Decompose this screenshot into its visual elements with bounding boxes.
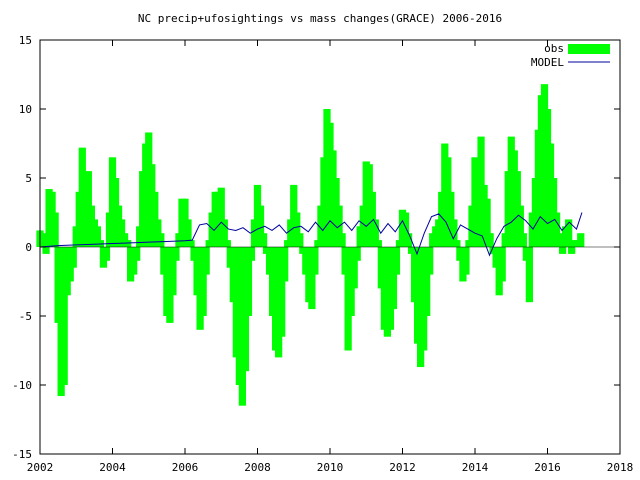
obs-bar [389, 247, 398, 310]
x-tick-label: 2018 [607, 461, 634, 474]
x-tick-label: 2010 [317, 461, 344, 474]
obs-bar [552, 212, 561, 247]
obs-bar [338, 233, 346, 247]
obs-bar [223, 240, 231, 247]
x-tick-label: 2006 [172, 461, 199, 474]
obs-bar [450, 219, 458, 247]
obs-bar [577, 233, 585, 247]
obs-bar [217, 187, 225, 247]
obs-bars [36, 84, 585, 406]
obs-bar [281, 247, 289, 282]
model-line [39, 212, 583, 257]
obs-bar [259, 233, 268, 247]
obs-bar [426, 247, 434, 275]
legend-label-model: MODEL [531, 56, 564, 69]
obs-bar [169, 247, 177, 296]
obs-bar [51, 212, 59, 247]
model-line-group [39, 212, 583, 257]
y-tick-label: -15 [12, 448, 32, 461]
obs-bar [308, 247, 316, 310]
x-axis: 2002 2004 2006 2008 2010 2012 2014 2016 2018 [27, 40, 634, 474]
x-tick-label: 2014 [462, 461, 489, 474]
obs-bar [42, 247, 50, 254]
obs-bar [244, 247, 253, 316]
y-tick-label: 5 [25, 172, 32, 185]
y-tick-label: -10 [12, 379, 32, 392]
obs-bar [184, 219, 192, 247]
obs-bar [93, 226, 102, 247]
y-tick-label: -5 [19, 310, 32, 323]
obs-bar [311, 247, 319, 275]
obs-bar [353, 247, 361, 261]
obs-bar [256, 205, 265, 247]
x-tick-label: 2016 [534, 461, 561, 474]
obs-bar [462, 247, 470, 275]
obs-bar [172, 247, 180, 261]
obs-bar [296, 233, 304, 247]
obs-bar [123, 240, 132, 247]
legend-label-obs: obs [544, 42, 564, 55]
obs-bar [392, 247, 401, 275]
obs-bar [247, 247, 256, 261]
obs-bar [555, 233, 564, 247]
x-tick-label: 2004 [99, 461, 126, 474]
obs-bar [202, 247, 210, 275]
obs-bar [486, 233, 494, 247]
obs-bar [199, 247, 207, 316]
obs-bar [133, 247, 141, 261]
obs-bar [558, 247, 567, 254]
obs-bar [525, 247, 533, 303]
obs-bar [293, 212, 301, 247]
obs-bar [568, 247, 576, 254]
obs-bar [278, 247, 286, 337]
legend-swatch-obs [568, 44, 610, 54]
obs-bar [371, 219, 379, 247]
chart-title: NC precip+ufosightings vs mass changes(G… [138, 12, 502, 25]
y-tick-label: 0 [25, 241, 32, 254]
obs-bar [453, 240, 461, 247]
obs-bar [102, 247, 111, 261]
x-tick-label: 2012 [389, 461, 416, 474]
legend: obs MODEL [531, 42, 610, 69]
obs-bar [516, 205, 524, 247]
obs-bar [519, 233, 527, 247]
obs-bar [565, 219, 573, 247]
obs-bar [423, 247, 431, 316]
obs-bar [157, 233, 165, 247]
obs-bar [187, 240, 195, 247]
x-tick-label: 2008 [244, 461, 271, 474]
x-tick-label: 2002 [27, 461, 54, 474]
y-tick-label: 10 [19, 103, 32, 116]
obs-bar [374, 240, 382, 247]
y-axis: 15 10 5 0 -5 -10 -15 [12, 34, 620, 461]
obs-bar [69, 247, 77, 268]
obs-bar [220, 219, 228, 247]
obs-bar [350, 247, 358, 289]
obs-bar [483, 198, 491, 247]
obs-bar [404, 233, 413, 247]
obs-bar [60, 247, 68, 385]
obs-bar [498, 247, 506, 282]
obs-bar [401, 212, 410, 247]
obs-bar [39, 233, 47, 247]
y-tick-label: 15 [19, 34, 32, 47]
